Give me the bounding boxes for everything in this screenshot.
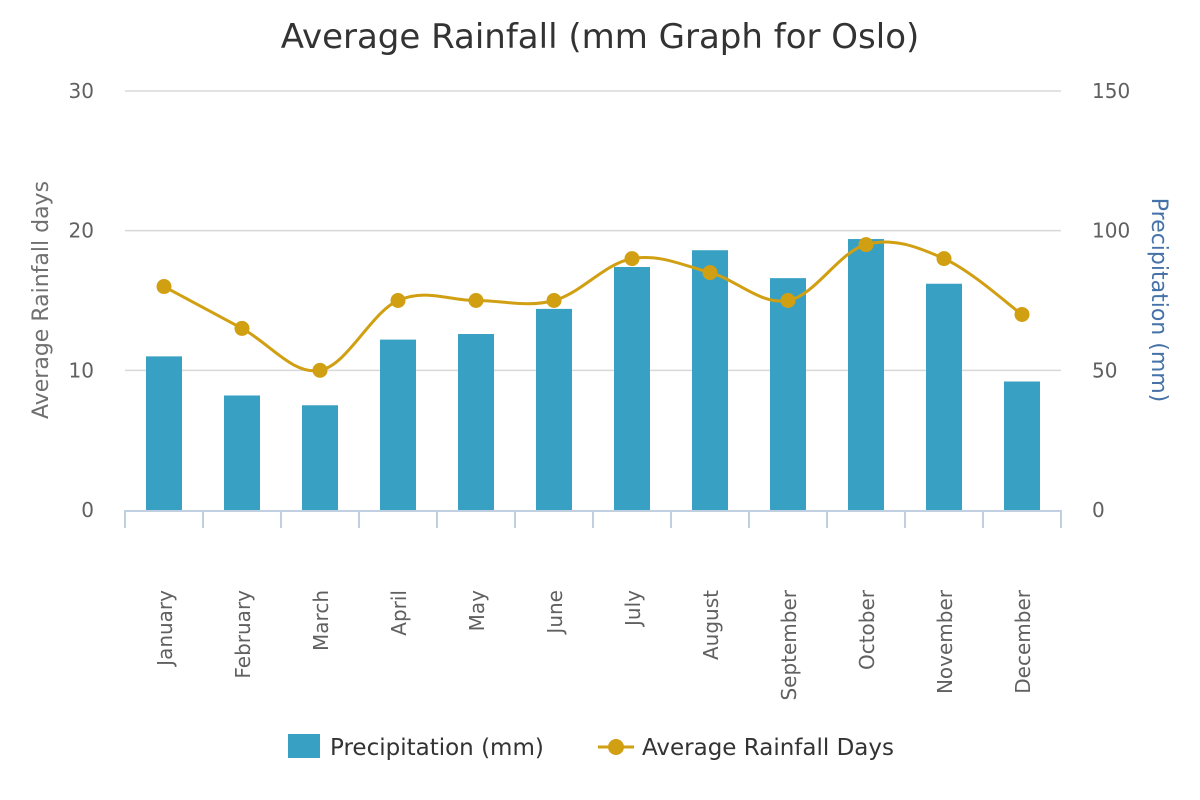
point-april[interactable] <box>390 293 406 308</box>
x-tick-label: April <box>387 590 411 636</box>
x-tick-label: October <box>855 589 879 670</box>
bar-february[interactable] <box>224 395 260 510</box>
x-tick-label: July <box>621 590 645 628</box>
x-tick-label: September <box>777 589 801 700</box>
x-tick-label: January <box>153 590 177 668</box>
precipitation-bars <box>146 239 1040 510</box>
y-right-tick-label: 50 <box>1092 358 1117 382</box>
rainfall-days-line <box>156 237 1030 378</box>
bar-december[interactable] <box>1004 381 1040 510</box>
y-left-tick-label: 20 <box>69 219 94 243</box>
bar-may[interactable] <box>458 334 494 510</box>
point-may[interactable] <box>468 293 484 308</box>
y-left-tick-label: 10 <box>69 358 94 382</box>
point-september[interactable] <box>780 293 796 308</box>
bar-august[interactable] <box>692 250 728 510</box>
bar-october[interactable] <box>848 239 884 510</box>
x-tick-label: November <box>933 589 957 694</box>
bar-january[interactable] <box>146 356 182 510</box>
x-tick-label: December <box>1011 589 1035 693</box>
y-left-tick-label: 0 <box>81 498 94 522</box>
point-december[interactable] <box>1014 306 1030 322</box>
legend-label-precipitation[interactable]: Precipitation (mm) <box>330 735 544 761</box>
legend-swatch-precipitation[interactable] <box>288 734 320 758</box>
x-tick-label: March <box>309 590 333 651</box>
point-august[interactable] <box>702 265 718 281</box>
y-right-axis-title: Precipitation (mm) <box>1146 198 1171 403</box>
point-july[interactable] <box>624 251 640 267</box>
y-right-tick-label: 0 <box>1092 498 1105 522</box>
bar-july[interactable] <box>614 266 650 510</box>
bar-november[interactable] <box>926 283 962 510</box>
point-march[interactable] <box>312 362 328 378</box>
y-right-tick-label: 150 <box>1092 79 1130 103</box>
point-february[interactable] <box>234 320 250 336</box>
legend-marker-rainfall-days[interactable] <box>608 739 624 755</box>
x-tick-label: June <box>543 590 567 636</box>
point-june[interactable] <box>546 293 562 308</box>
y-right-tick-labels: 0 50 100 150 <box>1092 79 1130 522</box>
bar-march[interactable] <box>302 405 338 510</box>
y-left-axis-title: Average Rainfall days <box>29 181 54 419</box>
y-left-tick-labels: 0 10 20 30 <box>69 79 94 522</box>
gridlines <box>125 90 1061 372</box>
x-axis <box>124 510 1062 528</box>
y-right-tick-label: 100 <box>1092 219 1130 243</box>
bar-april[interactable] <box>380 339 416 510</box>
y-left-tick-label: 30 <box>69 79 94 103</box>
bar-june[interactable] <box>536 308 572 510</box>
point-october[interactable] <box>858 237 874 253</box>
legend: Precipitation (mm) Average Rainfall Days <box>288 734 894 761</box>
x-tick-label: May <box>465 590 489 632</box>
legend-label-rainfall-days[interactable]: Average Rainfall Days <box>642 735 894 761</box>
bar-september[interactable] <box>770 278 806 510</box>
x-tick-labels: January February March April May June July Augu… <box>153 589 1035 700</box>
point-november[interactable] <box>936 251 952 267</box>
chart-title: Average Rainfall (mm Graph for Oslo) <box>281 17 920 57</box>
x-tick-label: August <box>699 590 723 660</box>
rainfall-days-line-path <box>163 240 1023 373</box>
x-tick-label: February <box>231 590 255 679</box>
point-january[interactable] <box>156 279 172 295</box>
